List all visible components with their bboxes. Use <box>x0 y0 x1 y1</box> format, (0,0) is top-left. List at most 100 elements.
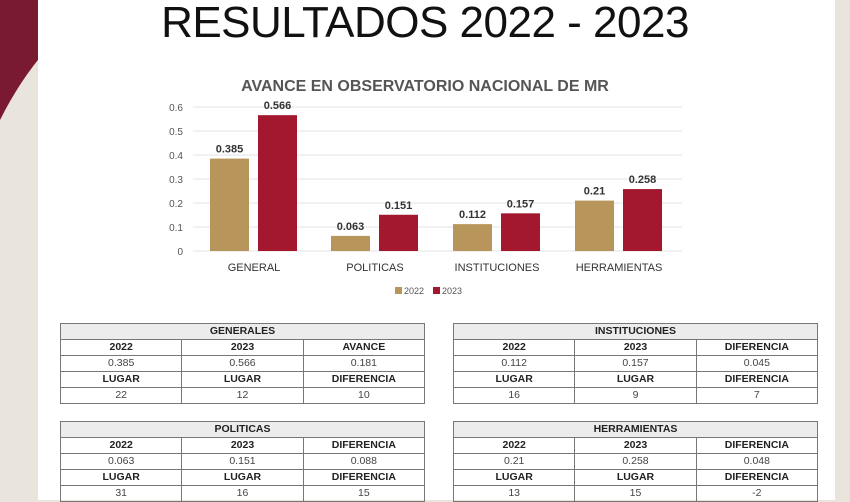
column-header: DIFERENCIA <box>695 339 819 356</box>
y-tick-label: 0.5 <box>169 127 183 138</box>
column-header: DIFERENCIA <box>695 469 819 486</box>
column-header: LUGAR <box>452 371 576 388</box>
column-header: DIFERENCIA <box>302 371 426 388</box>
column-header: 2023 <box>574 437 697 454</box>
table-row: 0.112 0.157 0.045 <box>452 355 819 372</box>
table-row: 22 12 10 <box>59 387 426 404</box>
table-cell: 0.258 <box>574 453 697 470</box>
data-label: 0.151 <box>385 200 413 212</box>
table-row: LUGAR LUGAR DIFERENCIA <box>59 371 426 388</box>
column-header: LUGAR <box>452 469 576 486</box>
x-tick-label: INSTITUCIONES <box>455 262 540 274</box>
table-cell: 12 <box>181 387 304 404</box>
table-cell: 0.385 <box>59 355 183 372</box>
table-cell: 0.181 <box>302 355 426 372</box>
table-cell: 0.048 <box>695 453 819 470</box>
column-header: 2022 <box>59 437 183 454</box>
table-cell: 7 <box>695 387 819 404</box>
table-cell: 15 <box>574 485 697 502</box>
table-title: INSTITUCIONES <box>453 323 818 340</box>
table-row: 2022 2023 DIFERENCIA <box>452 339 819 356</box>
column-header: LUGAR <box>574 371 697 388</box>
table-cell: 10 <box>302 387 426 404</box>
table-row: 0.063 0.151 0.088 <box>59 453 426 470</box>
table-row: LUGAR LUGAR DIFERENCIA <box>452 469 819 486</box>
bar-2023 <box>258 115 297 251</box>
legend-swatch <box>395 287 402 294</box>
table-cell: 0.088 <box>302 453 426 470</box>
data-label: 0.385 <box>216 144 244 156</box>
data-label: 0.157 <box>507 198 535 210</box>
y-tick-label: 0.3 <box>169 175 183 186</box>
column-header: DIFERENCIA <box>302 437 426 454</box>
x-tick-label: HERRAMIENTAS <box>576 262 663 274</box>
data-label: 0.112 <box>459 209 486 221</box>
column-header: DIFERENCIA <box>302 469 426 486</box>
results-table-generales: GENERALES 2022 2023 AVANCE 0.385 0.566 0.181 LU… <box>59 323 426 404</box>
table-cell: 31 <box>59 485 183 502</box>
legend-label: 2022 <box>404 286 424 296</box>
table-row: 2022 2023 AVANCE <box>59 339 426 356</box>
table-row: 13 15 -2 <box>452 485 819 502</box>
data-label: 0.063 <box>337 221 365 233</box>
table-cell: 0.566 <box>181 355 304 372</box>
table-title: GENERALES <box>60 323 425 340</box>
table-cell: 0.21 <box>452 453 576 470</box>
column-header: LUGAR <box>59 469 183 486</box>
data-label: 0.21 <box>584 186 605 198</box>
y-tick-label: 0.4 <box>169 151 183 162</box>
content-sheet <box>38 0 835 500</box>
column-header: LUGAR <box>181 469 304 486</box>
results-table-herramientas: HERRAMIENTAS 2022 2023 DIFERENCIA 0.21 0.258 0… <box>452 421 819 502</box>
bar-2023 <box>379 214 418 251</box>
bar-2022 <box>210 158 249 251</box>
column-header: 2022 <box>452 437 576 454</box>
table-cell: 9 <box>574 387 697 404</box>
table-cell: 0.151 <box>181 453 304 470</box>
table-cell: 15 <box>302 485 426 502</box>
table-cell: 0.063 <box>59 453 183 470</box>
results-table-politicas: POLITICAS 2022 2023 DIFERENCIA 0.063 0.151 0.0… <box>59 421 426 502</box>
x-tick-label: GENERAL <box>228 262 281 274</box>
table-cell: 22 <box>59 387 183 404</box>
bar-2022 <box>453 224 492 251</box>
x-tick-label: POLITICAS <box>346 262 403 274</box>
column-header: LUGAR <box>59 371 183 388</box>
table-row: 31 16 15 <box>59 485 426 502</box>
table-title: POLITICAS <box>60 421 425 438</box>
column-header: 2023 <box>574 339 697 356</box>
bar-2023 <box>623 189 662 251</box>
table-cell: 0.045 <box>695 355 819 372</box>
table-row: LUGAR LUGAR DIFERENCIA <box>452 371 819 388</box>
legend-label: 2023 <box>442 286 462 296</box>
table-cell: 0.157 <box>574 355 697 372</box>
table-cell: 16 <box>181 485 304 502</box>
data-label: 0.258 <box>629 174 657 186</box>
table-cell: 0.112 <box>452 355 576 372</box>
y-tick-label: 0.2 <box>169 199 183 210</box>
column-header: LUGAR <box>181 371 304 388</box>
column-header: 2023 <box>181 437 304 454</box>
data-label: 0.566 <box>264 100 292 112</box>
table-row: LUGAR LUGAR DIFERENCIA <box>59 469 426 486</box>
legend-swatch <box>433 287 440 294</box>
column-header: 2022 <box>59 339 183 356</box>
table-row: 0.21 0.258 0.048 <box>452 453 819 470</box>
table-row: 16 9 7 <box>452 387 819 404</box>
column-header: LUGAR <box>574 469 697 486</box>
results-table-instituciones: INSTITUCIONES 2022 2023 DIFERENCIA 0.112 0.15… <box>452 323 819 404</box>
column-header: DIFERENCIA <box>695 437 819 454</box>
table-row: 2022 2023 DIFERENCIA <box>59 437 426 454</box>
table-cell: 13 <box>452 485 576 502</box>
page-title: RESULTADOS 2022 - 2023 <box>161 0 689 47</box>
column-header: DIFERENCIA <box>695 371 819 388</box>
table-cell: -2 <box>695 485 819 502</box>
table-cell: 16 <box>452 387 576 404</box>
bar-2023 <box>501 213 540 251</box>
column-header: 2022 <box>452 339 576 356</box>
bar-chart: AVANCE EN OBSERVATORIO NACIONAL DE MR 0 0.… <box>169 78 682 296</box>
bar-2022 <box>575 200 614 251</box>
table-row: 2022 2023 DIFERENCIA <box>452 437 819 454</box>
column-header: AVANCE <box>302 339 426 356</box>
